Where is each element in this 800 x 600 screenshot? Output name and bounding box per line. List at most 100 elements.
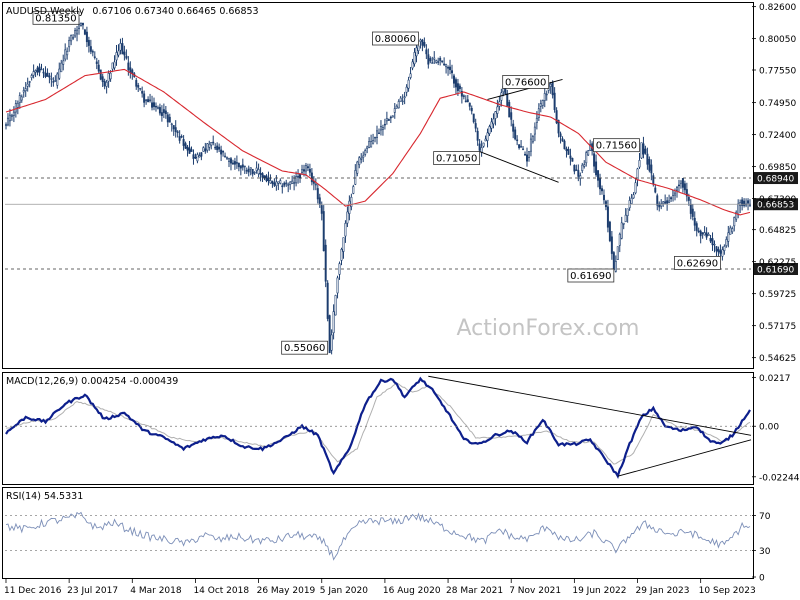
candle-body: [107, 73, 110, 82]
candle-body: [91, 51, 94, 53]
candle-body: [705, 232, 708, 238]
price-annotation-box: [593, 138, 640, 153]
candle-body: [445, 63, 448, 68]
candle-body: [334, 295, 337, 316]
candle-body: [214, 146, 217, 149]
candle-body: [233, 161, 236, 165]
candle-body: [431, 62, 434, 64]
candle-body: [206, 143, 209, 151]
candle-body: [370, 141, 373, 148]
price-y-tick-label: 0.59725: [759, 290, 796, 300]
candle-body: [543, 93, 546, 101]
candle-body: [70, 35, 73, 42]
candle-body: [295, 176, 298, 184]
candle-body: [557, 119, 560, 134]
candle-body: [366, 146, 369, 149]
candle-body: [30, 75, 33, 78]
candle-body: [154, 105, 157, 108]
candle-body: [89, 46, 92, 52]
candle-body: [299, 173, 302, 179]
candle-body: [468, 102, 471, 107]
candle-body: [699, 230, 702, 237]
candle-body: [121, 43, 124, 55]
candle-body: [531, 136, 534, 143]
candle-body: [587, 150, 590, 156]
candle-body: [606, 206, 609, 228]
candle-body: [672, 189, 675, 196]
x-tick-label: 16 Aug 2020: [383, 586, 441, 596]
candle-body: [723, 246, 726, 251]
candle-body: [585, 152, 588, 164]
candle-body: [72, 37, 75, 39]
candle-body: [320, 205, 323, 214]
candle-body: [529, 138, 532, 152]
candle-body: [668, 200, 671, 203]
candle-body: [719, 250, 722, 254]
candle-body: [565, 148, 568, 152]
candle-body: [583, 164, 586, 167]
candle-body: [281, 185, 284, 188]
macd-panel: [5, 375, 752, 480]
ohlc-values: 0.67106 0.67340 0.66465 0.66853: [92, 6, 258, 17]
candle-body: [447, 66, 450, 69]
macd-y-tick-label: -0.022445: [759, 473, 800, 483]
candle-body: [368, 141, 371, 148]
candle-body: [652, 175, 655, 185]
rsi-line: [5, 511, 751, 561]
level-label: 0.68940: [757, 175, 794, 185]
candle-body: [46, 72, 49, 77]
macd-trendline: [428, 375, 752, 436]
candle-body: [364, 150, 367, 155]
candle-body: [34, 70, 37, 73]
candle-body: [425, 49, 428, 55]
x-tick-label: 10 Sep 2023: [699, 586, 756, 596]
candle-body: [123, 51, 126, 56]
candle-body: [52, 81, 55, 83]
candle-body: [411, 61, 414, 69]
candle-body: [429, 58, 432, 62]
candle-body: [589, 144, 592, 151]
candle-body: [401, 100, 404, 103]
candle-body: [184, 143, 187, 149]
candle-body: [218, 146, 221, 150]
candle-body: [504, 87, 507, 94]
candle-body: [322, 211, 325, 252]
candle-body: [595, 161, 598, 176]
price-annotation: 0.71050: [436, 154, 477, 165]
candle-body: [729, 227, 732, 235]
candle-body: [476, 130, 479, 141]
candle-body: [318, 197, 321, 205]
candle-body: [261, 173, 264, 178]
candle-body: [741, 199, 744, 206]
candle-body: [117, 50, 120, 56]
candle-body: [638, 160, 641, 168]
candle-body: [727, 232, 730, 242]
candle-body: [340, 249, 343, 261]
price-annotation: 0.62690: [677, 258, 718, 269]
candle-body: [101, 76, 104, 83]
candle-body: [695, 223, 698, 231]
candle-body: [115, 52, 118, 61]
candle-body: [577, 170, 580, 177]
rsi-y-tick-label: 0: [759, 574, 765, 584]
candle-body: [253, 171, 256, 174]
macd-trendline: [617, 439, 752, 477]
candle-body: [593, 153, 596, 167]
candle-body: [602, 194, 605, 201]
candle-body: [310, 172, 313, 183]
price-y-tick-label: 0.64825: [759, 226, 796, 236]
candle-body: [143, 93, 146, 103]
candle-body: [269, 180, 272, 184]
candle-body: [301, 169, 304, 173]
candle-body: [391, 115, 394, 118]
candle-body: [458, 85, 461, 89]
candle-body: [518, 144, 521, 149]
macd-line: [5, 376, 751, 480]
candle-body: [524, 153, 527, 156]
price-y-tick-label: 0.72400: [759, 131, 796, 141]
candle-body: [427, 54, 430, 65]
candle-body: [354, 170, 357, 185]
candle-body: [18, 95, 21, 103]
candle-body: [22, 90, 25, 93]
candle-body: [676, 187, 678, 191]
